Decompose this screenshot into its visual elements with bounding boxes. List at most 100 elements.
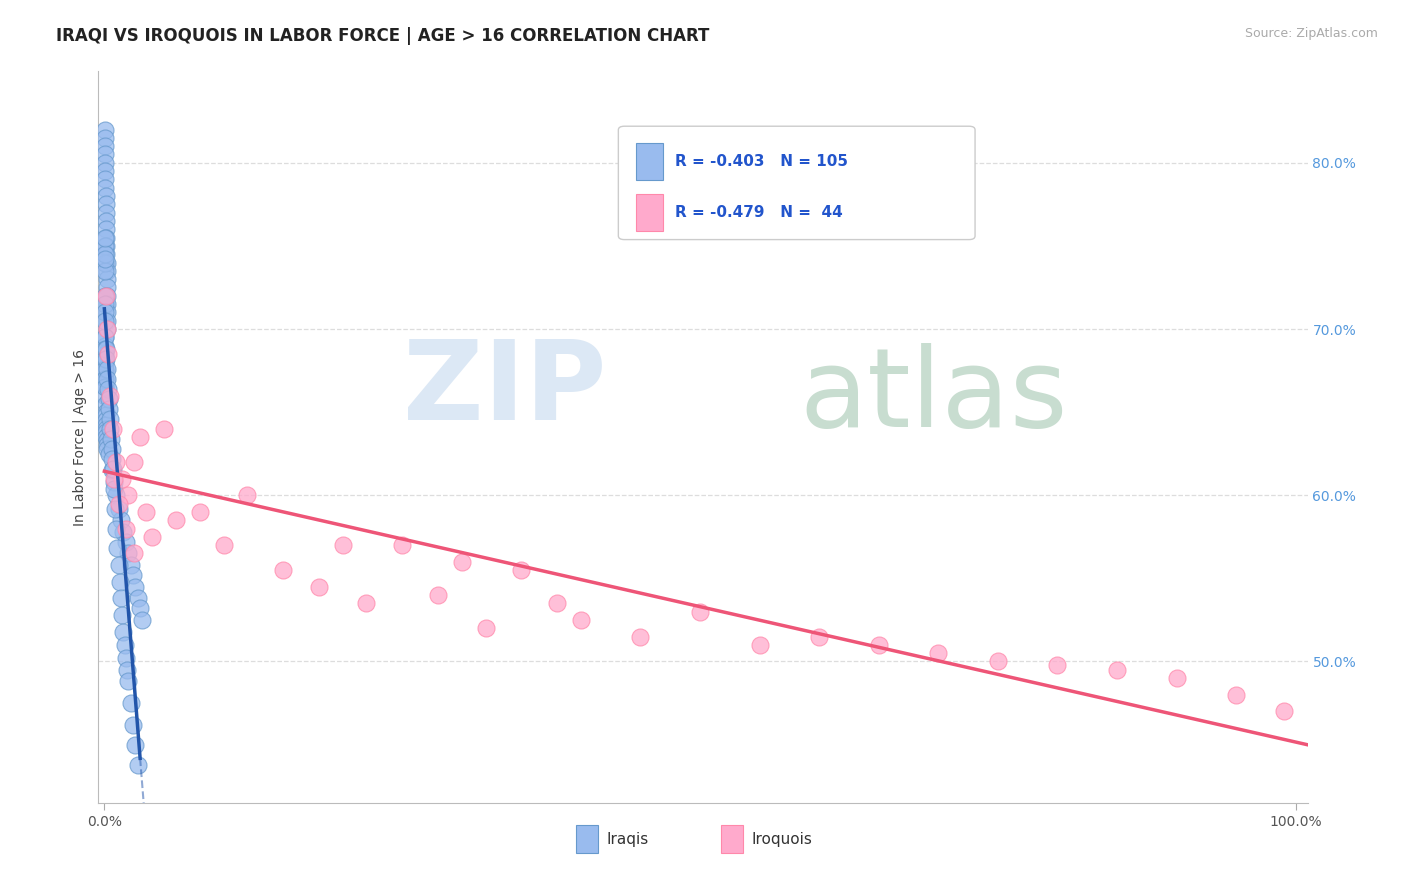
Point [96, 314, 118, 328]
Point [94, 222, 117, 236]
Point [1225, 688, 1247, 702]
Point [546, 596, 568, 610]
Point [93, 297, 115, 311]
Text: Iraqis: Iraqis [606, 832, 648, 847]
Point [105, 455, 128, 469]
FancyBboxPatch shape [721, 825, 742, 853]
Point [689, 605, 711, 619]
Point [98, 412, 121, 426]
Point [96, 305, 118, 319]
Text: ZIP: ZIP [404, 336, 606, 443]
Point [122, 568, 145, 582]
Point [93, 255, 115, 269]
Point [426, 588, 449, 602]
Point [131, 613, 153, 627]
Point [100, 463, 122, 477]
Point [110, 513, 132, 527]
Point [94, 409, 117, 423]
Point [94, 189, 117, 203]
Point [94, 405, 117, 419]
Point [1272, 705, 1295, 719]
Point [96, 438, 118, 452]
Point [122, 455, 145, 469]
Point [122, 546, 145, 560]
Point [93, 289, 115, 303]
Point [94, 380, 117, 394]
Point [114, 521, 136, 535]
Point [114, 651, 136, 665]
Point [356, 596, 378, 610]
Point [108, 574, 131, 589]
Point [127, 757, 149, 772]
Point [94, 342, 117, 356]
Point [96, 434, 118, 448]
Point [332, 538, 354, 552]
Point [96, 351, 118, 366]
Point [100, 432, 122, 446]
Point [93, 131, 115, 145]
Text: Source: ZipAtlas.com: Source: ZipAtlas.com [1244, 27, 1378, 40]
Point [94, 252, 117, 267]
Point [1105, 663, 1128, 677]
Point [124, 580, 146, 594]
Point [94, 180, 117, 194]
Point [93, 330, 115, 344]
Point [96, 442, 118, 456]
Point [93, 338, 115, 352]
Point [96, 264, 118, 278]
Point [135, 505, 157, 519]
Point [96, 430, 118, 444]
Point [96, 422, 118, 436]
Point [120, 558, 142, 573]
Point [188, 505, 211, 519]
Point [153, 422, 176, 436]
Point [129, 601, 152, 615]
Point [96, 297, 118, 311]
Point [107, 541, 129, 556]
Point [94, 139, 117, 153]
Y-axis label: In Labor Force | Age > 16: In Labor Force | Age > 16 [73, 349, 87, 525]
Point [94, 351, 117, 366]
Point [96, 280, 118, 294]
Point [271, 563, 294, 577]
Point [94, 388, 117, 402]
Point [103, 482, 125, 496]
Point [94, 314, 117, 328]
Point [110, 591, 132, 606]
Point [98, 401, 121, 416]
Point [308, 580, 330, 594]
Point [105, 488, 128, 502]
Point [107, 501, 129, 516]
Point [96, 289, 118, 303]
Point [97, 392, 120, 406]
Point [93, 122, 115, 136]
Point [129, 430, 152, 444]
Point [569, 613, 592, 627]
Text: R = -0.403   N = 105: R = -0.403 N = 105 [675, 154, 848, 169]
Point [94, 305, 117, 319]
Point [630, 630, 652, 644]
Point [96, 362, 118, 376]
Point [748, 638, 770, 652]
Point [94, 164, 117, 178]
Point [94, 372, 117, 386]
Point [103, 472, 125, 486]
Point [127, 591, 149, 606]
Point [93, 330, 115, 344]
Point [391, 538, 413, 552]
Point [115, 663, 138, 677]
Point [93, 239, 115, 253]
Point [1166, 671, 1188, 685]
Point [117, 674, 139, 689]
Point [94, 155, 117, 169]
Point [100, 442, 122, 456]
Point [98, 447, 121, 461]
Point [103, 475, 125, 489]
Point [510, 563, 533, 577]
Point [94, 197, 117, 211]
Point [107, 497, 129, 511]
Point [96, 255, 118, 269]
Point [122, 717, 145, 731]
FancyBboxPatch shape [637, 144, 664, 180]
Point [808, 630, 831, 644]
